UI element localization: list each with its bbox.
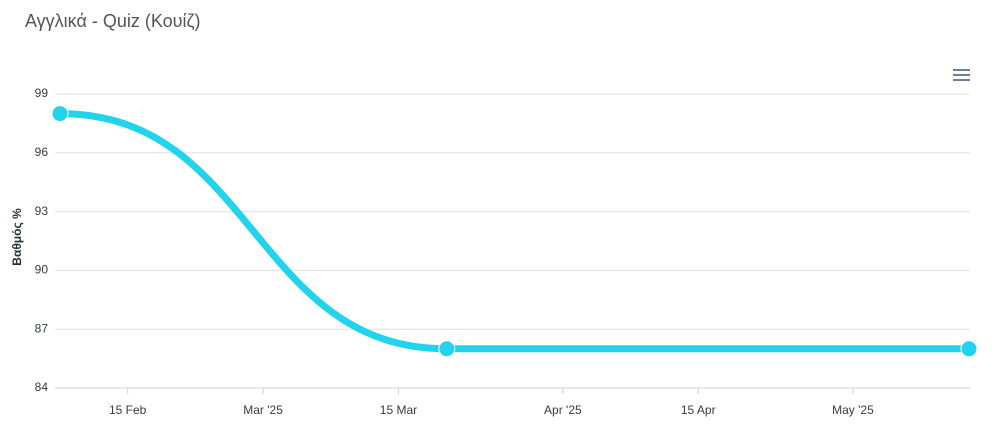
point	[51, 105, 69, 123]
x-tick-label: May '25	[832, 403, 874, 417]
point	[960, 340, 978, 358]
x-tick-label: 15 Mar	[380, 403, 417, 417]
x-tick-label: Mar '25	[243, 403, 283, 417]
x-tick-label: 15 Feb	[109, 403, 147, 417]
y-tick-label: 99	[35, 86, 49, 100]
x-tick-label: 15 Apr	[681, 403, 716, 417]
y-tick-label: 84	[35, 380, 49, 394]
menu-icon[interactable]	[953, 69, 970, 81]
y-tick-label: 87	[35, 321, 49, 335]
x-tick-label: Apr '25	[544, 403, 582, 417]
y-axis-title: Βαθμός %	[10, 208, 24, 266]
line	[56, 110, 973, 353]
y-tick-label: 96	[35, 145, 49, 159]
chart-title: Αγγλικά - Quiz (Κουίζ)	[25, 11, 200, 31]
point	[438, 340, 456, 358]
y-tick-label: 90	[35, 263, 49, 277]
y-tick-label: 93	[35, 204, 49, 218]
